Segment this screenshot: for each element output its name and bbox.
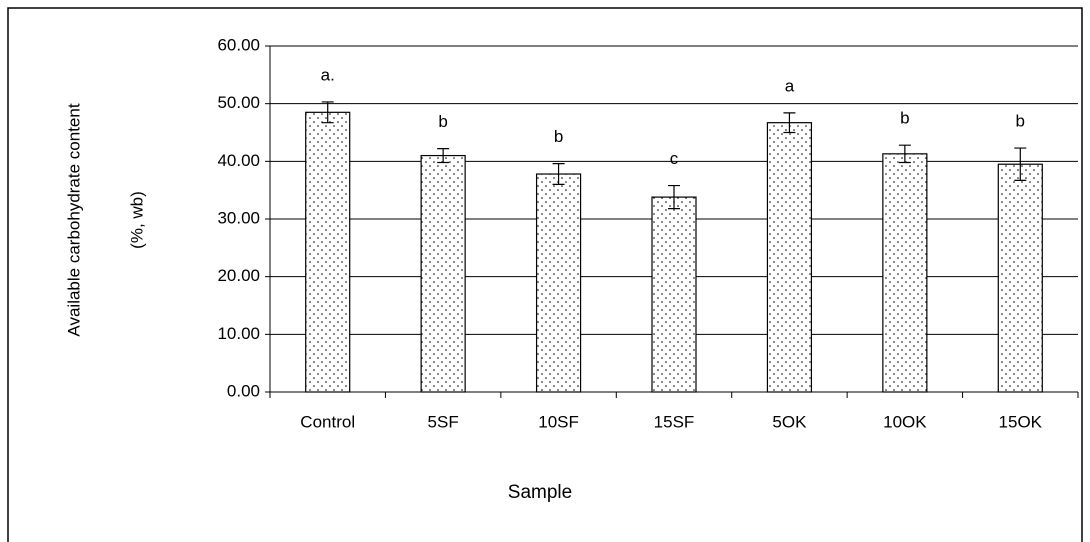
error-bar (437, 148, 450, 164)
x-tick-label: 15SF (654, 412, 695, 431)
x-axis-title: Sample (508, 482, 572, 503)
y-tick-label: 10.00 (217, 324, 260, 343)
annotation: c (670, 149, 679, 168)
error-bar (783, 112, 796, 134)
bar (535, 173, 582, 393)
annotation: a. (321, 65, 335, 84)
y-tick-label: 60.00 (217, 35, 260, 54)
annotation: b (438, 112, 447, 131)
x-tick-label: 10OK (883, 412, 927, 431)
x-tick-label: Control (300, 412, 355, 431)
bar (997, 163, 1043, 393)
error-bar (552, 163, 565, 185)
frame (7, 7, 1083, 542)
bar (766, 122, 813, 393)
y-tick-label: 50.00 (217, 93, 260, 112)
annotation: b (1016, 112, 1025, 131)
annotation: b (554, 127, 563, 146)
error-bar (1014, 147, 1027, 181)
bar (305, 111, 351, 393)
annotation: b (900, 109, 909, 128)
error-bar (898, 144, 911, 164)
bar (651, 196, 697, 393)
error-bar (668, 184, 680, 210)
bar (882, 153, 928, 393)
y-axis-title: (%, wb) (127, 191, 146, 249)
x-tick-label: 10SF (538, 412, 579, 431)
x-tick-label: 15OK (999, 412, 1043, 431)
annotation: a (785, 76, 795, 95)
error-bar (321, 101, 334, 124)
y-axis-title: Available carbohydrate content (64, 103, 83, 336)
bar (420, 154, 466, 393)
x-tick-label: 5SF (428, 412, 459, 431)
y-tick-label: 30.00 (217, 208, 260, 227)
y-tick-label: 0.00 (227, 381, 260, 400)
y-tick-label: 40.00 (217, 151, 260, 170)
y-tick-label: 20.00 (217, 266, 260, 285)
x-tick-label: 5OK (772, 412, 807, 431)
